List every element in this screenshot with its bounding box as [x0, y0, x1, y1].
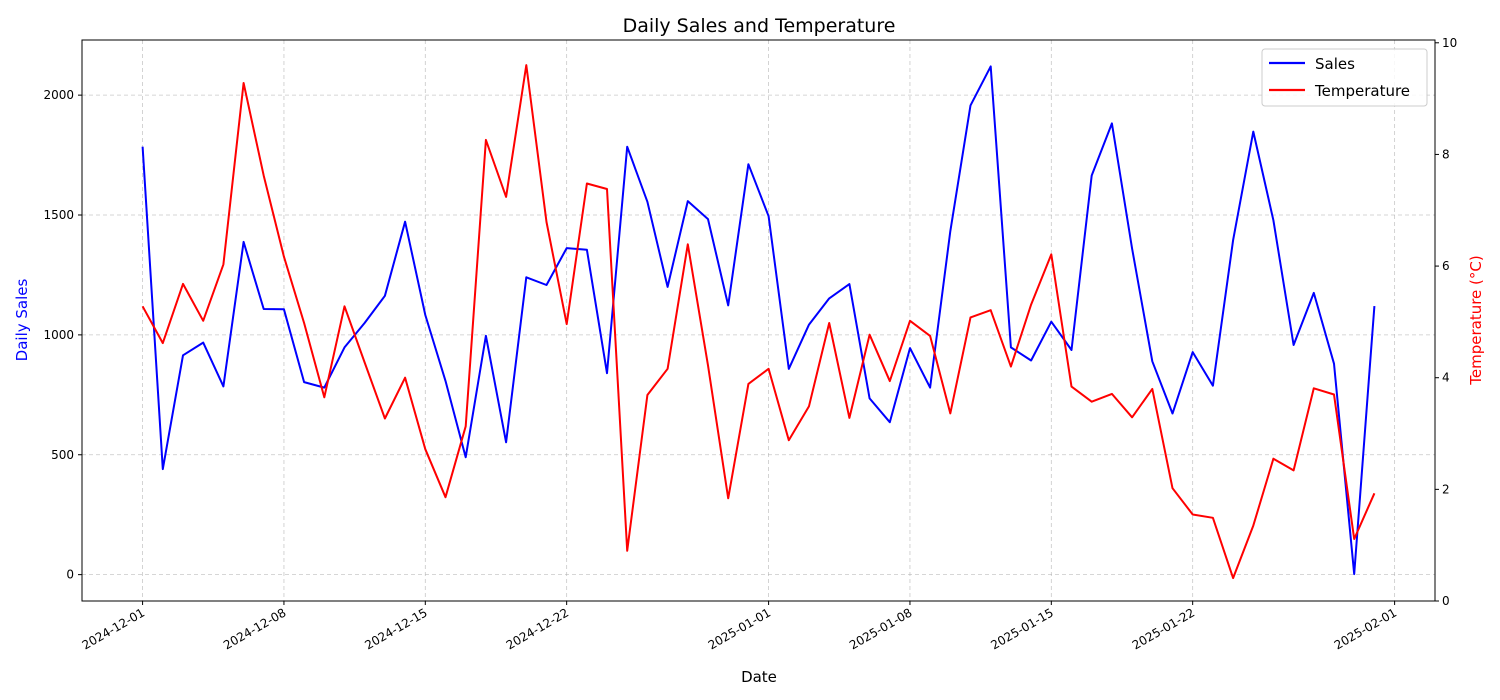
y-axis-left: 0 500 1000 1500 2000 [43, 88, 82, 582]
plot-frame [81, 39, 1436, 602]
y2-tick-label: 8 [1442, 147, 1450, 161]
series-line-sales [141, 65, 1376, 576]
chart-title: Daily Sales and Temperature [623, 15, 896, 37]
y2-tick-label: 4 [1442, 371, 1450, 385]
x-tick-label: 2024-12-01 [80, 605, 147, 652]
x-tick-label: 2025-01-22 [1130, 605, 1197, 652]
x-tick-label: 2025-02-01 [1332, 605, 1399, 652]
y-axis-left-label: Daily Sales [13, 278, 31, 361]
legend-label-sales: Sales [1315, 55, 1355, 73]
y-tick-label: 500 [51, 448, 74, 462]
x-tick-label: 2024-12-15 [362, 605, 429, 652]
x-tick-label: 2025-01-08 [847, 605, 914, 652]
y2-tick-label: 6 [1442, 259, 1450, 273]
x-tick-label: 2024-12-22 [504, 605, 571, 652]
y-tick-label: 2000 [43, 88, 74, 102]
x-tick-label: 2024-12-08 [221, 605, 288, 652]
y-tick-label: 1500 [43, 208, 74, 222]
legend-label-temperature: Temperature [1314, 82, 1410, 100]
grid-lines [82, 40, 1435, 601]
series-lines [141, 64, 1376, 580]
y-tick-label: 0 [66, 568, 74, 582]
y2-tick-label: 10 [1442, 36, 1457, 50]
legend: Sales Temperature [1261, 48, 1428, 107]
y2-tick-label: 2 [1442, 482, 1450, 496]
y-axis-right: 0 2 4 6 8 10 [1435, 36, 1457, 608]
x-axis: 2024-12-01 2024-12-08 2024-12-15 2024-12-22… [80, 601, 1399, 652]
y-axis-right-label: Temperature (°C) [1467, 255, 1485, 385]
y2-tick-label: 0 [1442, 594, 1450, 608]
series-line-temperature [141, 64, 1376, 580]
x-tick-label: 2025-01-01 [706, 605, 773, 652]
x-tick-label: 2025-01-15 [988, 605, 1055, 652]
x-axis-label: Date [741, 668, 777, 686]
y-tick-label: 1000 [43, 328, 74, 342]
